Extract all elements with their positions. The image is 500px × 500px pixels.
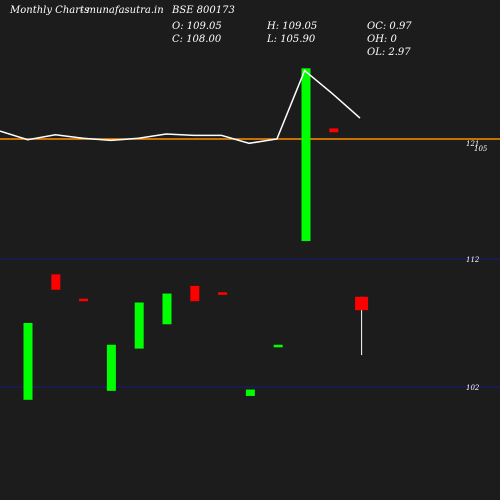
candle-body: [329, 128, 339, 133]
open-value: O: 109.05: [172, 21, 222, 32]
low-value: L: 105.90: [267, 34, 316, 45]
candle-body: [23, 323, 33, 400]
tick-label-112: 112: [466, 256, 480, 264]
tick-label-121: 121: [466, 140, 479, 148]
site-label: - munafasutra.in: [80, 5, 164, 16]
tick-label-105: 105: [474, 145, 488, 153]
oh-value: OH: 0: [367, 34, 397, 45]
candle-body: [106, 344, 116, 391]
ol-value: OL: 2.97: [367, 47, 411, 58]
candle-body: [134, 302, 144, 349]
trend-line: [0, 69, 361, 145]
brand-label: Monthly Charts: [10, 5, 90, 16]
candle-body: [162, 293, 172, 325]
candle-body: [51, 274, 61, 290]
candle-body: [355, 296, 369, 311]
candle-body: [79, 298, 89, 302]
high-value: H: 109.05: [267, 21, 318, 32]
candle-body: [273, 344, 283, 348]
candle-body: [218, 292, 228, 295]
candle-body: [190, 285, 200, 302]
tick-label-102: 102: [466, 384, 480, 392]
close-value: C: 108.00: [172, 34, 222, 45]
candle-body: [301, 68, 311, 242]
symbol-label: BSE 800173: [172, 5, 235, 16]
oc-value: OC: 0.97: [367, 21, 412, 32]
candle-body: [245, 389, 255, 396]
